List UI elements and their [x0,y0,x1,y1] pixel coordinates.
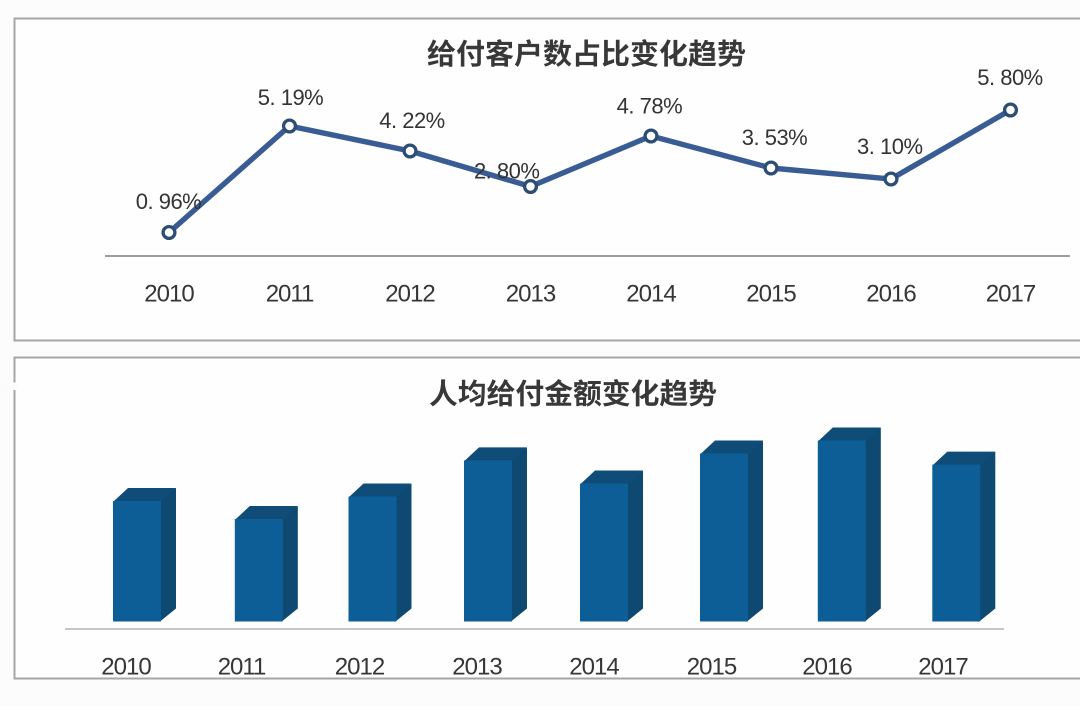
svg-text:2012: 2012 [335,654,385,681]
svg-text:2015: 2015 [746,281,796,308]
svg-text:0. 96%: 0. 96% [136,189,202,214]
svg-text:2016: 2016 [802,654,852,681]
svg-text:2013: 2013 [506,281,556,308]
svg-text:2011: 2011 [266,281,314,308]
svg-text:2012: 2012 [385,281,435,308]
svg-text:2010: 2010 [101,654,151,681]
svg-text:2016: 2016 [866,281,916,308]
svg-text:5. 19%: 5. 19% [258,85,324,110]
svg-text:4. 22%: 4. 22% [379,108,445,133]
svg-text:2011: 2011 [218,654,266,681]
svg-text:2014: 2014 [626,281,676,308]
svg-text:4. 78%: 4. 78% [617,94,683,119]
svg-text:2017: 2017 [986,281,1036,308]
svg-text:3. 53%: 3. 53% [742,125,808,150]
svg-text:3. 10%: 3. 10% [857,134,923,159]
svg-text:2014: 2014 [569,654,619,681]
svg-text:2010: 2010 [144,281,194,308]
svg-text:2017: 2017 [918,654,968,681]
svg-text:2. 80%: 2. 80% [474,159,540,184]
svg-text:2015: 2015 [687,654,737,681]
svg-text:2013: 2013 [452,654,502,681]
svg-text:5. 80%: 5. 80% [977,65,1043,90]
